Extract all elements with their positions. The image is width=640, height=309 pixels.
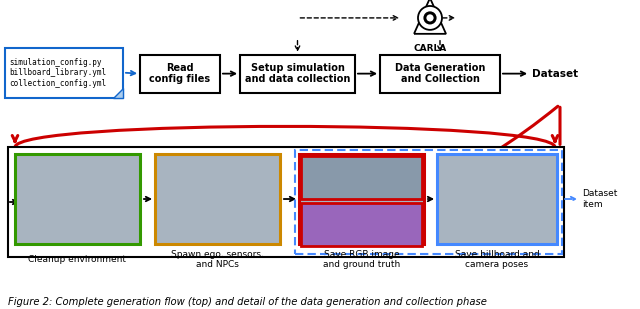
Circle shape xyxy=(418,6,442,30)
FancyBboxPatch shape xyxy=(240,55,355,92)
Text: Save billboard and
camera poses: Save billboard and camera poses xyxy=(454,250,540,269)
Circle shape xyxy=(426,14,434,22)
FancyBboxPatch shape xyxy=(299,154,424,244)
Text: Data Generation
and Collection: Data Generation and Collection xyxy=(395,63,485,84)
Text: simulation_config.py
billboard_library.yml
collection_config.yml: simulation_config.py billboard_library.y… xyxy=(9,58,106,87)
Text: Save RGB image
and ground truth: Save RGB image and ground truth xyxy=(323,250,400,269)
Text: Spawn ego, sensors,
and NPCs: Spawn ego, sensors, and NPCs xyxy=(171,250,264,269)
FancyBboxPatch shape xyxy=(140,55,220,92)
FancyBboxPatch shape xyxy=(8,147,564,257)
Text: CARLA: CARLA xyxy=(413,44,447,53)
Text: Dataset
item: Dataset item xyxy=(582,189,618,209)
FancyBboxPatch shape xyxy=(301,203,422,246)
Text: Figure 2: Complete generation flow (top) and detail of the data generation and c: Figure 2: Complete generation flow (top)… xyxy=(8,297,487,307)
FancyBboxPatch shape xyxy=(15,154,140,244)
FancyBboxPatch shape xyxy=(5,48,123,98)
Text: Dataset: Dataset xyxy=(532,69,578,78)
Text: Setup simulation
and data collection: Setup simulation and data collection xyxy=(245,63,350,84)
FancyBboxPatch shape xyxy=(380,55,500,92)
Text: Read
config files: Read config files xyxy=(149,63,211,84)
Polygon shape xyxy=(113,87,123,98)
FancyBboxPatch shape xyxy=(301,156,422,199)
FancyBboxPatch shape xyxy=(155,154,280,244)
FancyBboxPatch shape xyxy=(437,154,557,244)
Text: Cleanup environment: Cleanup environment xyxy=(29,255,127,264)
Circle shape xyxy=(424,11,436,24)
FancyArrowPatch shape xyxy=(13,106,558,224)
